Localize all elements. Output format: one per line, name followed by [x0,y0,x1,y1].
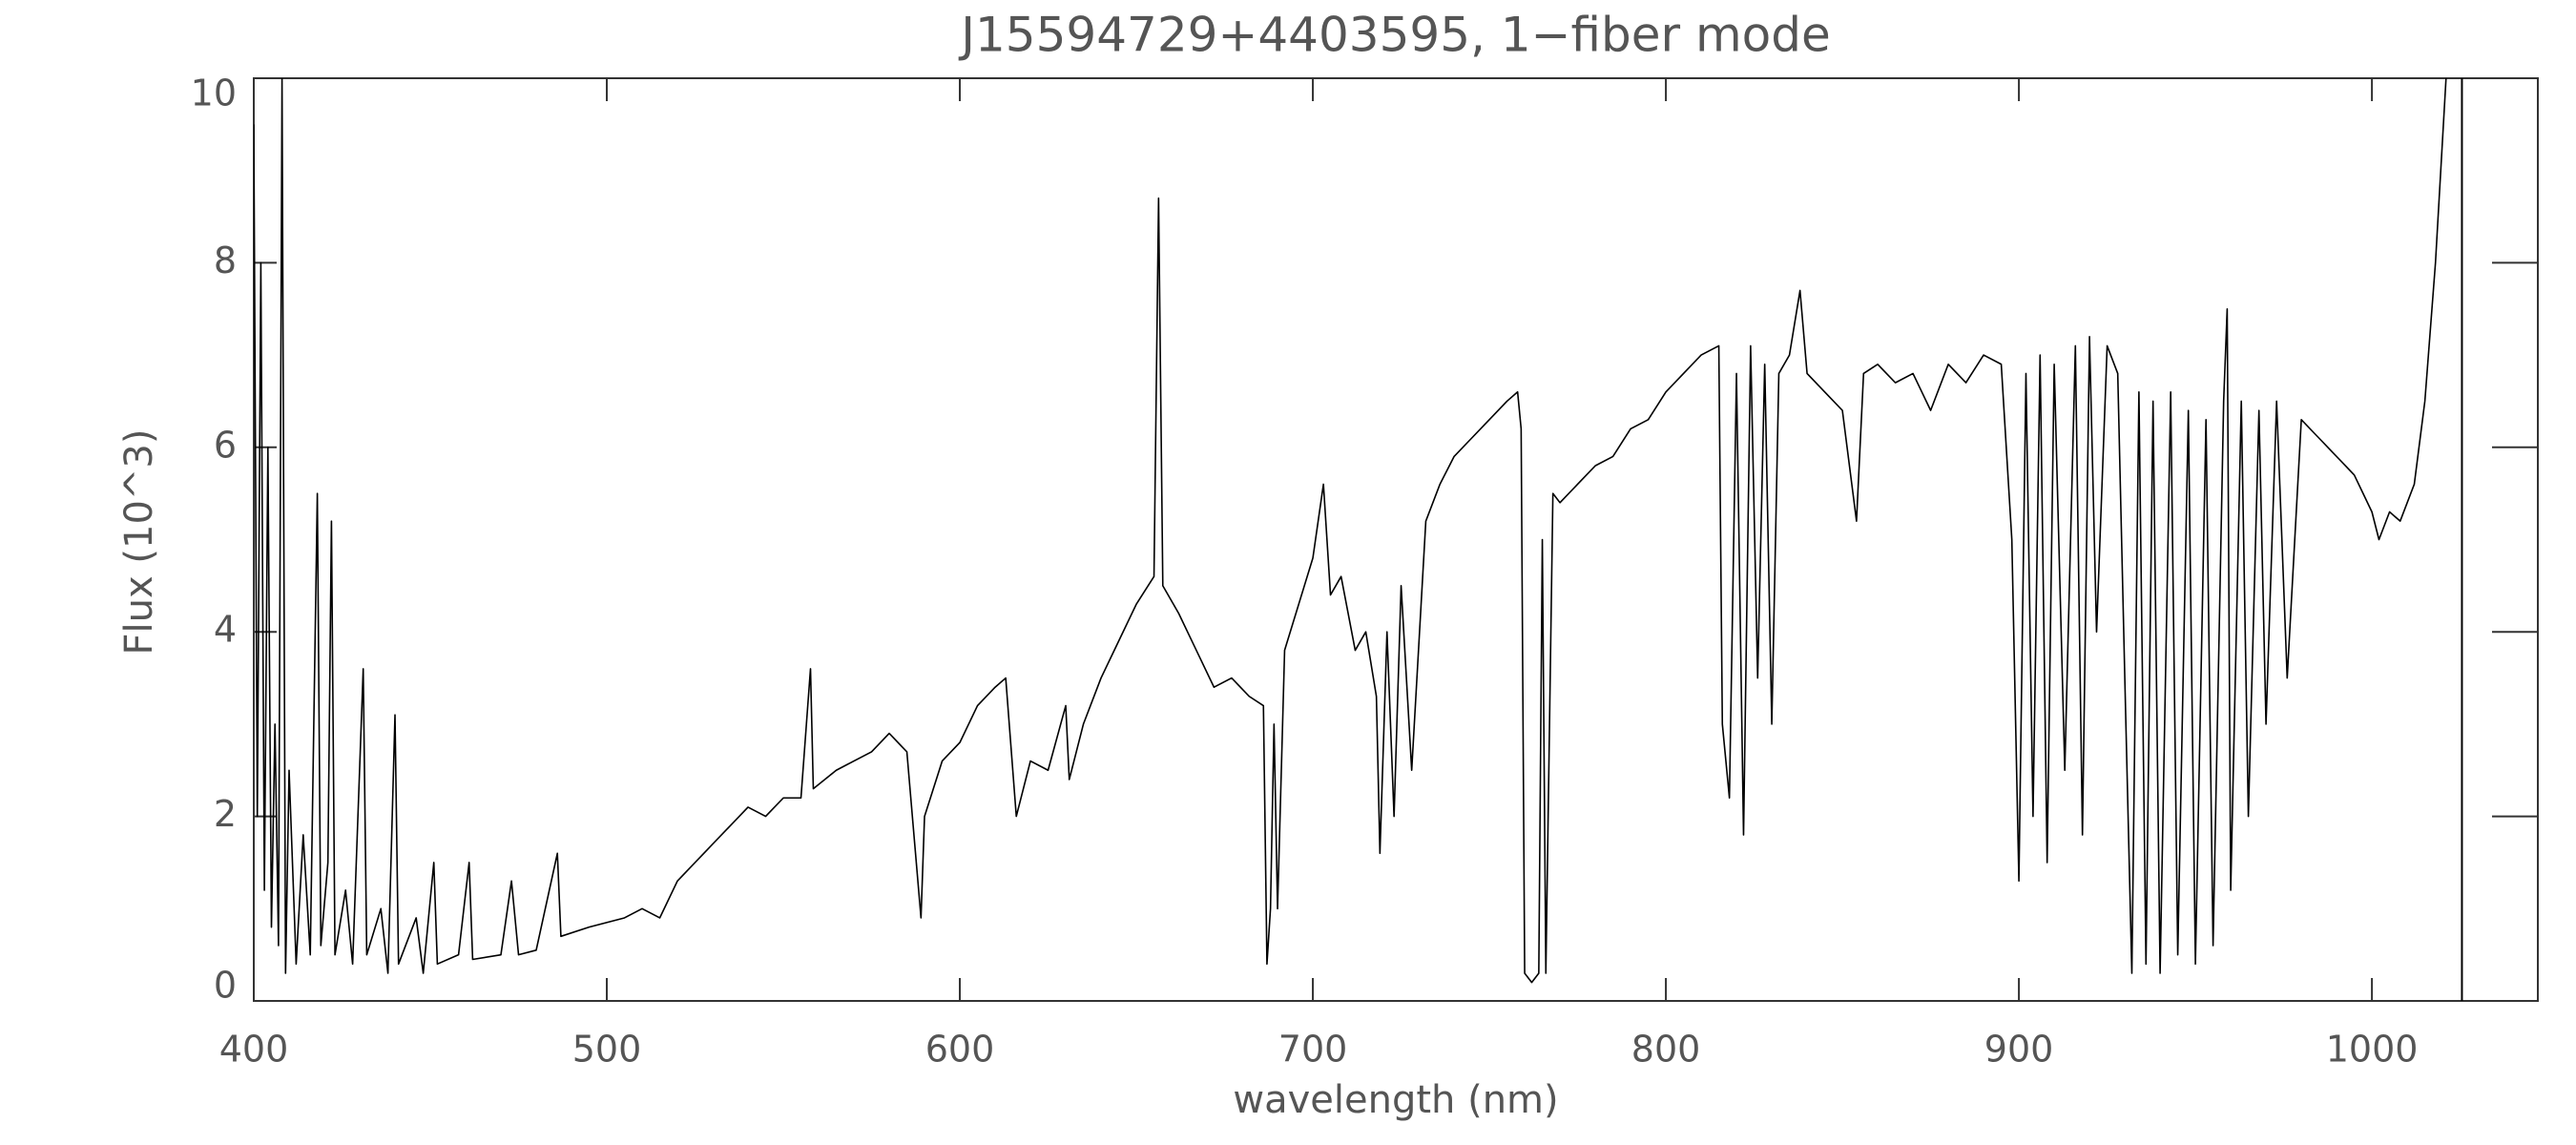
y-tick-label: 0 [214,965,237,1007]
y-tick-label: 6 [214,424,237,466]
x-tick-label: 600 [925,1029,995,1071]
y-tick-label: 8 [214,239,237,281]
y-tick-label: 2 [214,793,237,835]
x-tick-label: 1000 [2326,1029,2419,1071]
y-tick-label: 10 [191,73,237,114]
x-tick-label: 700 [1278,1029,1348,1071]
x-tick-label: 500 [572,1029,642,1071]
chart-title: J15594729+4403595, 1−fiber mode [958,8,1831,63]
spectrum-line [254,78,2447,984]
y-axis-label: Flux (10^3) [117,429,161,656]
x-tick-label: 900 [1984,1029,2054,1071]
y-tick-label: 4 [214,609,237,651]
plot-frame [253,77,2539,1002]
x-tick-label: 800 [1631,1029,1701,1071]
x-axis-label: wavelength (nm) [1233,1078,1558,1122]
x-tick-label: 400 [219,1029,289,1071]
